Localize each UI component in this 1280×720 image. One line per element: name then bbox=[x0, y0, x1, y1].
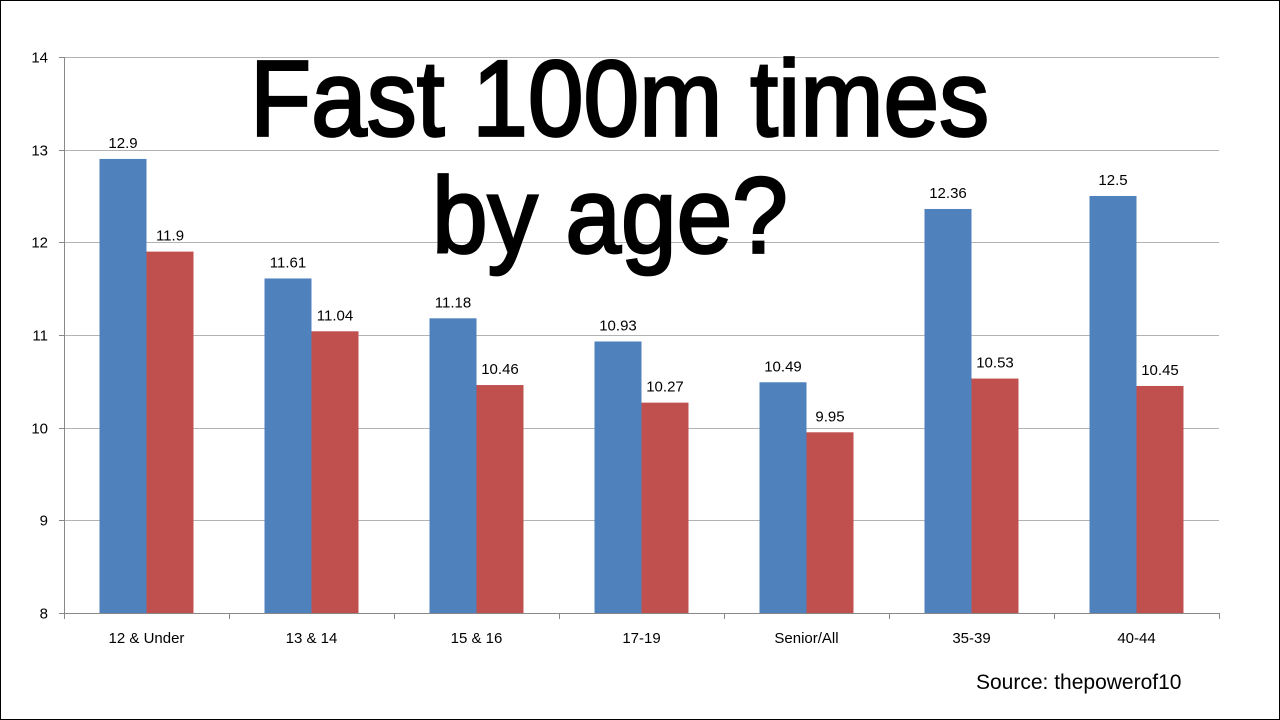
data-label: 11.9 bbox=[156, 228, 184, 245]
source-caption: Source: thepowerof10 bbox=[976, 671, 1182, 694]
bar bbox=[429, 318, 477, 613]
data-label: 11.61 bbox=[270, 254, 306, 271]
bar bbox=[1089, 196, 1137, 613]
axes bbox=[59, 57, 1220, 619]
bar bbox=[146, 251, 194, 613]
y-tick-label: 12 bbox=[31, 235, 48, 252]
bar bbox=[311, 331, 359, 613]
bar bbox=[264, 278, 312, 613]
data-labels: 12.9 11.9 11.61 11.04 11.18 10.46 10.93 10.27 10… bbox=[108, 135, 1178, 425]
bar bbox=[1136, 385, 1184, 613]
x-tick-label: 40-44 bbox=[1117, 630, 1155, 647]
x-tick-label: 35-39 bbox=[952, 630, 990, 647]
bar bbox=[759, 382, 807, 613]
bar bbox=[641, 402, 689, 613]
data-label: 12.36 bbox=[929, 185, 967, 202]
data-label: 10.45 bbox=[1141, 362, 1179, 379]
gridlines bbox=[64, 57, 1219, 521]
data-label: 12.5 bbox=[1098, 172, 1127, 189]
y-tick-label: 14 bbox=[31, 50, 48, 67]
data-label: 9.95 bbox=[815, 408, 844, 425]
bar bbox=[924, 208, 972, 613]
data-label: 10.27 bbox=[646, 379, 684, 396]
chart-title-line-2: by age? bbox=[431, 155, 789, 277]
y-tick-label: 13 bbox=[31, 143, 48, 160]
bars bbox=[99, 158, 1184, 613]
data-label: 11.04 bbox=[317, 307, 353, 324]
data-label: 12.9 bbox=[108, 135, 137, 152]
bar bbox=[971, 378, 1019, 613]
data-label: 10.46 bbox=[481, 361, 519, 378]
bar bbox=[476, 385, 524, 613]
y-tick-labels: 8 9 10 11 12 13 14 bbox=[31, 50, 48, 623]
x-tick-label: 13 & 14 bbox=[286, 630, 338, 647]
x-tick-label: 15 & 16 bbox=[451, 630, 503, 647]
data-label: 10.53 bbox=[976, 355, 1014, 372]
x-tick-label: Senior/All bbox=[774, 630, 838, 647]
data-label: 11.18 bbox=[435, 294, 471, 311]
y-tick-label: 8 bbox=[40, 606, 48, 623]
bar bbox=[99, 158, 147, 613]
x-tick-labels: 12 & Under 13 & 14 15 & 16 17-19 Senior/All 3… bbox=[109, 630, 1156, 647]
x-tick-label: 12 & Under bbox=[109, 630, 185, 647]
bar bbox=[594, 341, 642, 613]
x-tick-label: 17-19 bbox=[622, 630, 660, 647]
y-tick-label: 11 bbox=[32, 328, 48, 345]
chart-title-line-1: Fast 100m times bbox=[249, 38, 991, 160]
y-tick-label: 9 bbox=[40, 513, 48, 530]
bar bbox=[806, 432, 854, 613]
y-tick-label: 10 bbox=[31, 421, 48, 438]
data-label: 10.93 bbox=[599, 317, 637, 334]
data-label: 10.49 bbox=[764, 358, 802, 375]
